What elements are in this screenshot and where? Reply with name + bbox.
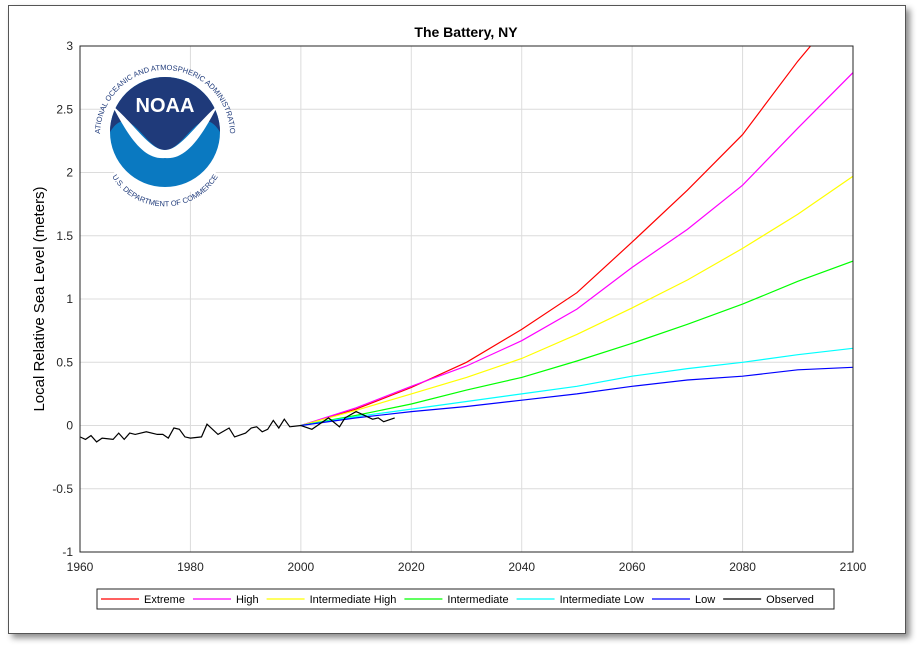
legend-label: Intermediate Low bbox=[560, 594, 644, 606]
x-tick-label: 2060 bbox=[619, 560, 646, 574]
y-axis-label: Local Relative Sea Level (meters) bbox=[31, 186, 48, 411]
series-line-intermediate-high bbox=[300, 175, 853, 427]
legend-label: Intermediate bbox=[447, 594, 508, 606]
y-tick-label: 2.5 bbox=[56, 102, 73, 116]
y-tick-label: 3 bbox=[66, 39, 73, 53]
x-tick-label: 2020 bbox=[398, 560, 425, 574]
series-line-low bbox=[300, 366, 853, 427]
legend-label: Intermediate High bbox=[310, 594, 397, 606]
y-tick-label: -0.5 bbox=[52, 482, 73, 496]
x-tick-label: 2040 bbox=[508, 560, 535, 574]
noaa-logo: NOAA NATIONAL OCEANIC AND ATMOSPHERIC AD… bbox=[0, 0, 237, 208]
x-tick-label: 2000 bbox=[288, 560, 315, 574]
legend-label: Extreme bbox=[144, 594, 185, 606]
chart-title: The Battery, NY bbox=[414, 24, 518, 40]
series-group bbox=[80, 46, 853, 443]
y-tick-label: 0.5 bbox=[56, 355, 73, 369]
legend-label: High bbox=[236, 594, 259, 606]
series-line-observed bbox=[80, 410, 395, 443]
x-tick-label: 1960 bbox=[67, 560, 94, 574]
series-line-intermediate-low bbox=[300, 347, 853, 427]
x-tick-label: 2100 bbox=[840, 560, 867, 574]
logo-name: NOAA bbox=[136, 95, 195, 117]
legend-label: Observed bbox=[766, 594, 814, 606]
x-tick-label: 2080 bbox=[729, 560, 756, 574]
x-tick-label: 1980 bbox=[177, 560, 204, 574]
y-tick-label: 0 bbox=[66, 419, 73, 433]
legend-label: Low bbox=[695, 594, 715, 606]
y-tick-label: -1 bbox=[62, 545, 73, 559]
y-tick-label: 2 bbox=[66, 166, 73, 180]
axes-box bbox=[79, 45, 854, 553]
series-line-extreme bbox=[300, 46, 812, 427]
series-line-high bbox=[300, 72, 853, 427]
legend: Extreme High Intermediate High Intermediate… bbox=[96, 588, 835, 610]
y-tick-label: 1.5 bbox=[56, 229, 73, 243]
series-line-intermediate bbox=[300, 260, 853, 427]
y-tick-label: 1 bbox=[66, 292, 73, 306]
